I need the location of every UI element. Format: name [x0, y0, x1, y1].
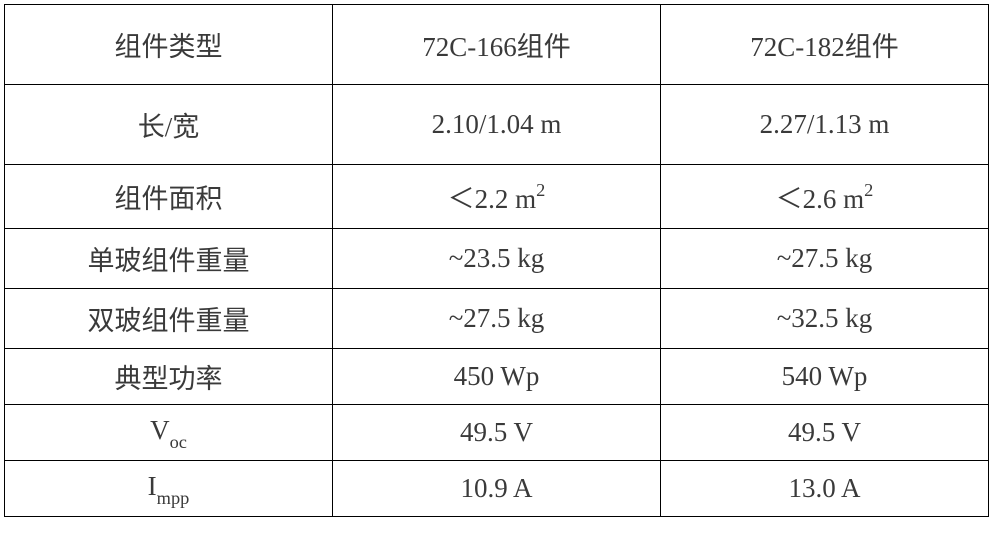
cell-col1: ~27.5 kg — [333, 289, 661, 349]
cell-col2: 13.0 A — [661, 461, 989, 517]
table-body: 组件类型 72C-166组件 72C-182组件 长/宽 2.10/1.04 m… — [5, 5, 989, 517]
cell-col2: ~27.5 kg — [661, 229, 989, 289]
cell-col1: ＜2.2 m2 — [333, 165, 661, 229]
row-label: 典型功率 — [5, 349, 333, 405]
table-row: 单玻组件重量 ~23.5 kg ~27.5 kg — [5, 229, 989, 289]
cell-col2: 540 Wp — [661, 349, 989, 405]
cell-col2: 72C-182组件 — [661, 5, 989, 85]
cell-col2: ＜2.6 m2 — [661, 165, 989, 229]
row-label: 长/宽 — [5, 85, 333, 165]
row-label: 单玻组件重量 — [5, 229, 333, 289]
table-row: Impp 10.9 A 13.0 A — [5, 461, 989, 517]
table-row: 组件面积 ＜2.2 m2 ＜2.6 m2 — [5, 165, 989, 229]
cell-col1: 49.5 V — [333, 405, 661, 461]
table-row: 典型功率 450 Wp 540 Wp — [5, 349, 989, 405]
row-label: 组件类型 — [5, 5, 333, 85]
cell-col2: 49.5 V — [661, 405, 989, 461]
row-label: 双玻组件重量 — [5, 289, 333, 349]
cell-col1: 10.9 A — [333, 461, 661, 517]
cell-col1: 72C-166组件 — [333, 5, 661, 85]
row-label: Impp — [5, 461, 333, 517]
cell-col2: ~32.5 kg — [661, 289, 989, 349]
table-row: 长/宽 2.10/1.04 m 2.27/1.13 m — [5, 85, 989, 165]
row-label: Voc — [5, 405, 333, 461]
table-row: 组件类型 72C-166组件 72C-182组件 — [5, 5, 989, 85]
cell-col1: 450 Wp — [333, 349, 661, 405]
table-row: 双玻组件重量 ~27.5 kg ~32.5 kg — [5, 289, 989, 349]
row-label: 组件面积 — [5, 165, 333, 229]
cell-col1: ~23.5 kg — [333, 229, 661, 289]
spec-table: 组件类型 72C-166组件 72C-182组件 长/宽 2.10/1.04 m… — [4, 4, 989, 517]
table-row: Voc 49.5 V 49.5 V — [5, 405, 989, 461]
cell-col1: 2.10/1.04 m — [333, 85, 661, 165]
cell-col2: 2.27/1.13 m — [661, 85, 989, 165]
